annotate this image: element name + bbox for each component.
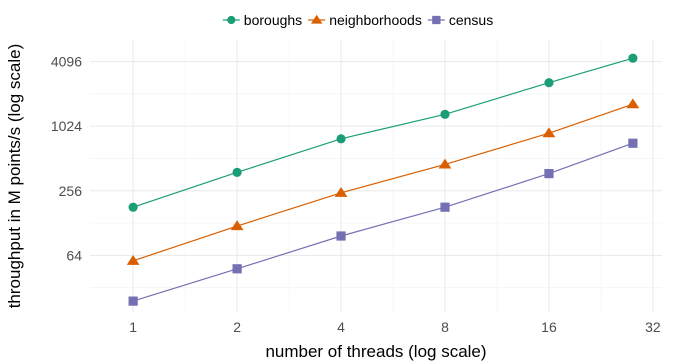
x-tick-label: 2 [233, 319, 241, 335]
x-tick-label: 16 [541, 319, 557, 335]
data-point-census [628, 138, 638, 148]
series-line-boroughs [132, 57, 634, 208]
data-point-census [232, 264, 242, 274]
legend-item-boroughs: boroughs [222, 12, 302, 28]
y-tick-label: 1024 [51, 118, 82, 134]
data-point-census [128, 296, 138, 306]
y-axis-ticks: 64 256 1024 4096 [51, 54, 82, 264]
x-tick-label: 1 [129, 319, 137, 335]
legend-key-marker [227, 15, 236, 25]
data-point-neighborhoods [438, 158, 452, 169]
data-point-neighborhoods [626, 98, 640, 109]
data-point-census [544, 168, 554, 179]
y-tick-label: 4096 [51, 54, 82, 70]
legend-item-census: census [427, 12, 493, 28]
series-line-census [132, 142, 634, 302]
data-point-boroughs [628, 53, 638, 63]
series-census [128, 138, 638, 306]
data-point-boroughs [336, 134, 346, 144]
legend-key-marker [432, 15, 441, 25]
series-boroughs [128, 53, 638, 212]
series-line-neighborhoods [132, 103, 634, 262]
data-point-boroughs [232, 167, 242, 177]
data-point-neighborhoods [126, 254, 140, 265]
y-tick-label: 256 [59, 183, 83, 199]
legend-item-neighborhoods: neighborhoods [308, 12, 422, 28]
data-point-neighborhoods [230, 220, 244, 231]
data-point-boroughs [128, 202, 138, 212]
series-layer [126, 53, 640, 306]
legend-label: census [449, 12, 493, 28]
legend-key-marker [310, 14, 323, 24]
legend: boroughs neighborhoods census [222, 12, 493, 28]
series-neighborhoods [126, 98, 640, 265]
data-point-neighborhoods [334, 187, 348, 197]
x-axis-ticks: 1 2 4 8 16 32 [129, 319, 661, 335]
data-point-neighborhoods [542, 127, 556, 138]
x-tick-label: 4 [337, 319, 345, 335]
data-point-census [336, 231, 346, 241]
y-tick-label: 64 [66, 247, 82, 263]
legend-label: neighborhoods [329, 12, 422, 28]
x-tick-label: 32 [645, 319, 661, 335]
data-point-boroughs [440, 109, 450, 119]
minor-gridlines [90, 40, 662, 312]
data-point-census [440, 202, 450, 212]
y-axis-title: throughput in M points/s (log scale) [5, 44, 24, 309]
data-point-boroughs [544, 78, 554, 88]
x-axis-title: number of threads (log scale) [265, 342, 486, 361]
x-tick-label: 8 [441, 319, 449, 335]
major-gridlines [90, 40, 662, 312]
legend-label: boroughs [244, 12, 302, 28]
